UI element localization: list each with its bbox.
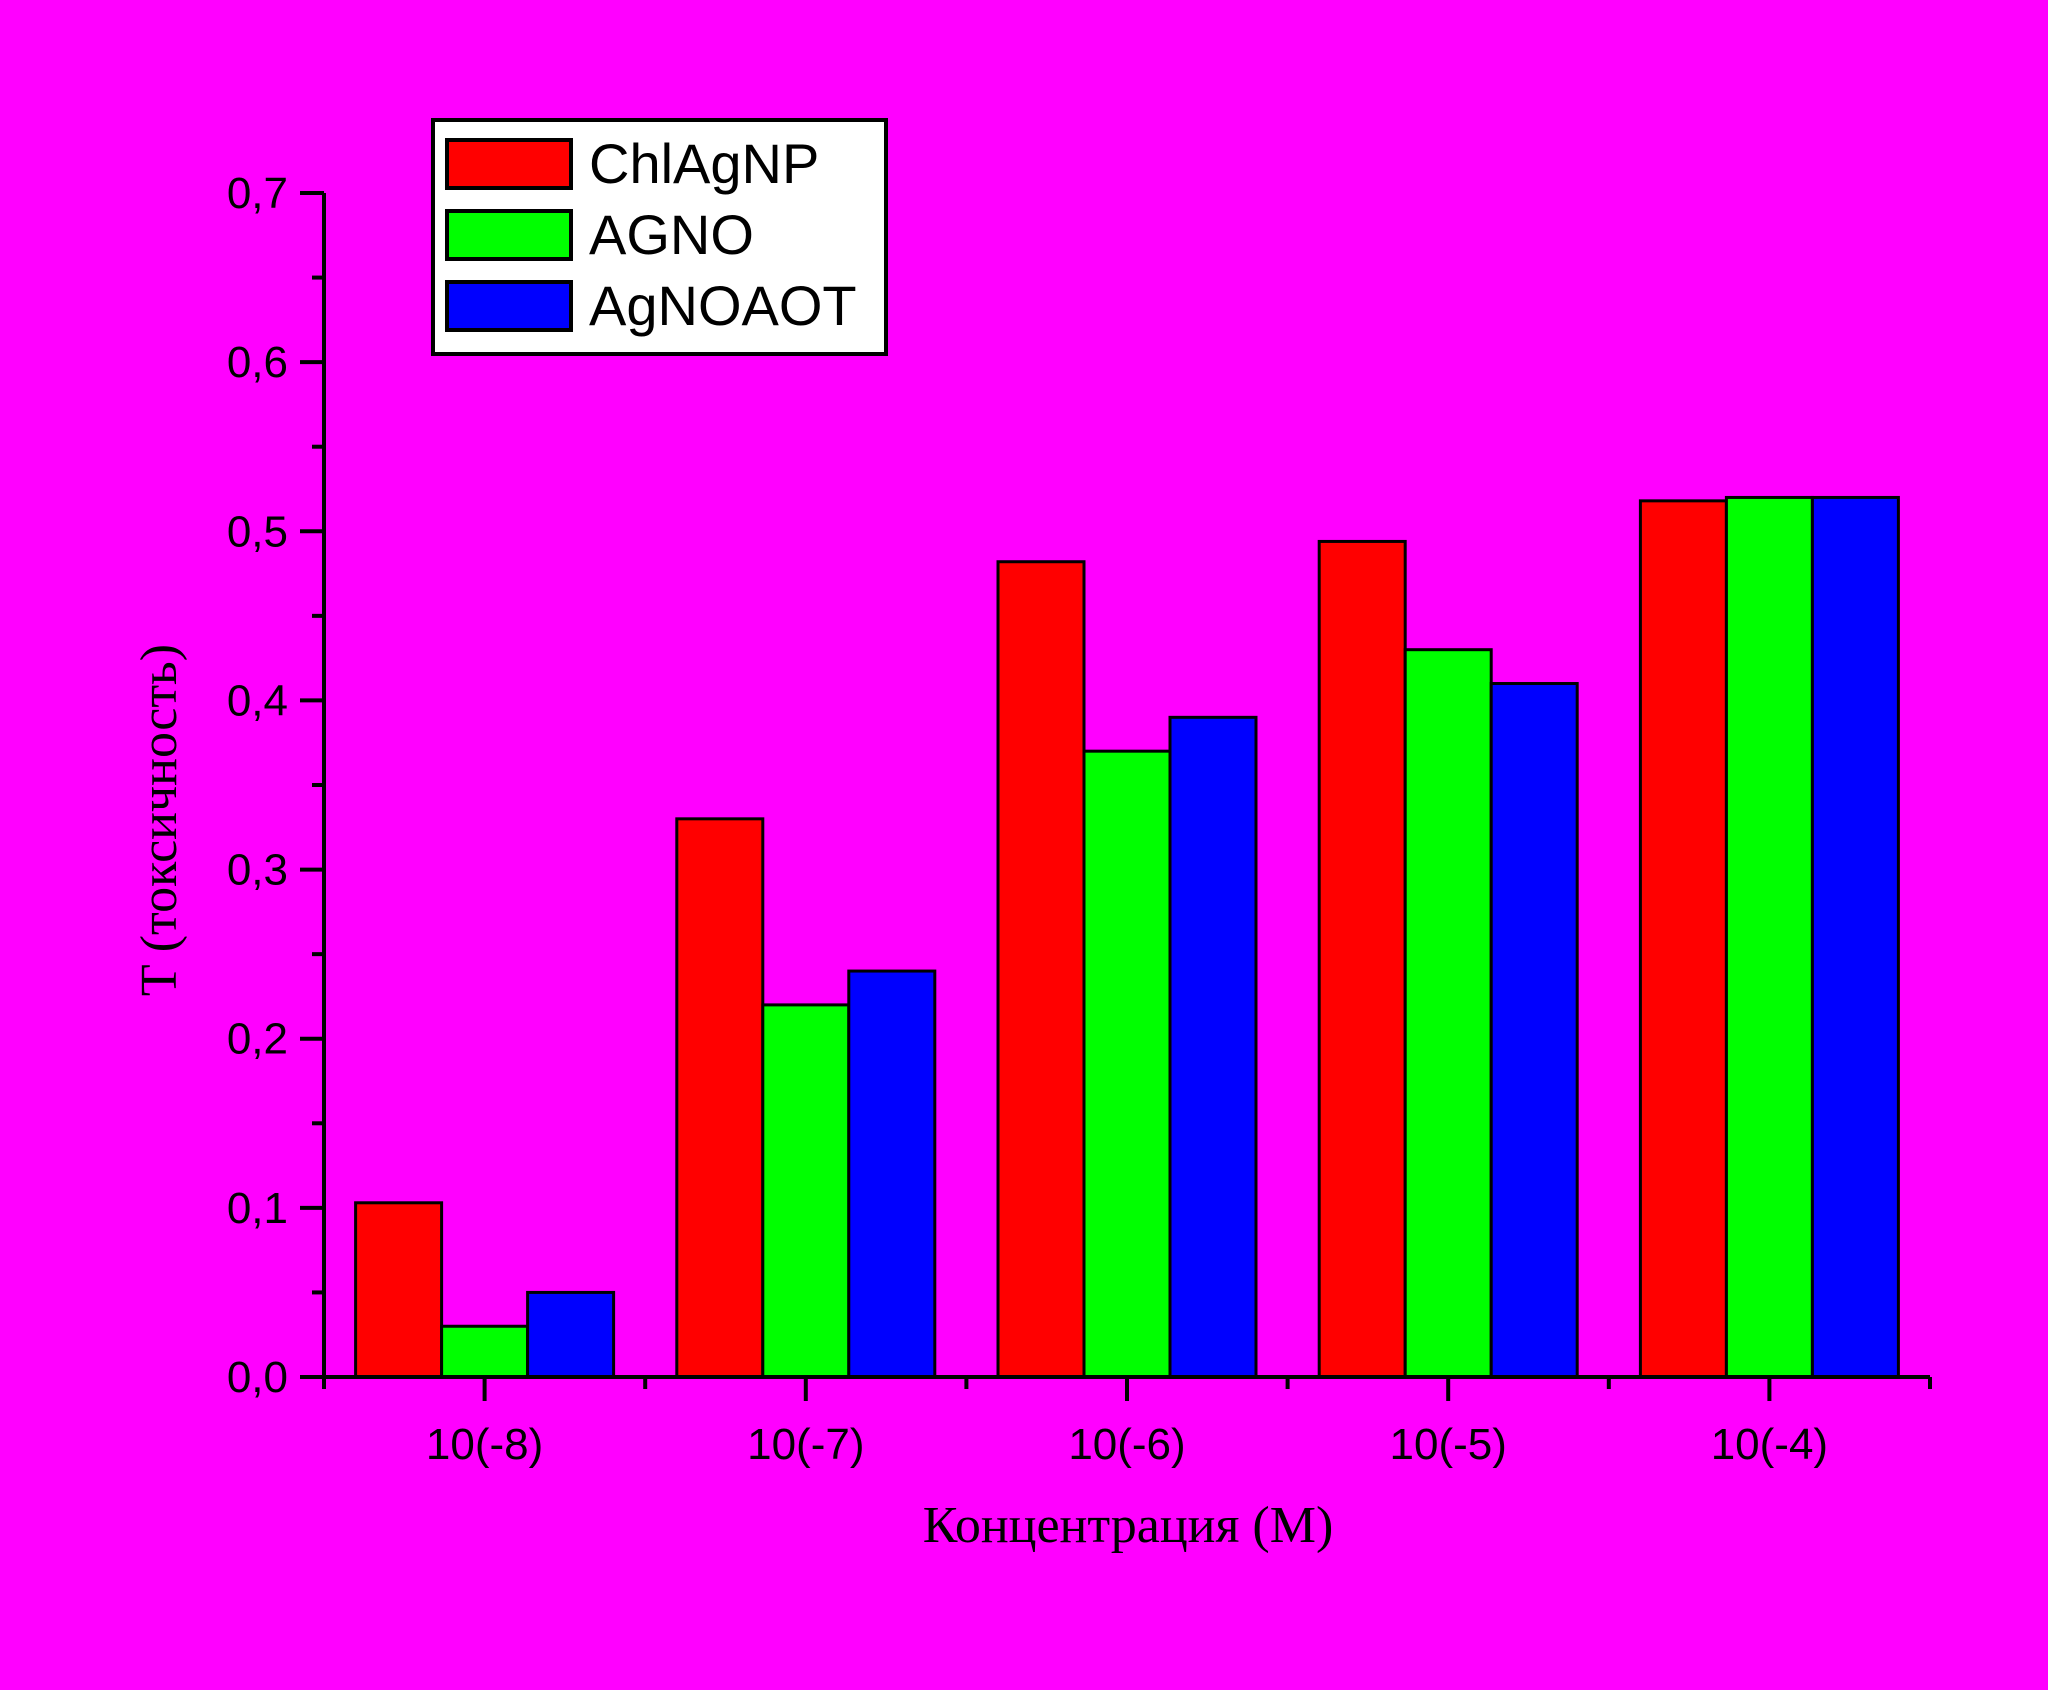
y-tick-label: 0,2: [227, 1015, 288, 1064]
bar-chlagnp-4: [1317, 539, 1407, 1379]
bars-layer: [354, 495, 1900, 1379]
bar-agnoaot-3: [1168, 715, 1258, 1379]
legend-label-agno: AGNO: [589, 203, 754, 266]
legend-swatch-agnoaot: [445, 280, 573, 332]
y-axis-title: T (токсичность): [131, 644, 188, 996]
x-axis-title: Концентрация (М): [923, 1497, 1334, 1554]
bar-agno-4: [1403, 648, 1493, 1379]
y-tick-label: 0,4: [227, 676, 288, 725]
bar-agno-5: [1724, 495, 1814, 1379]
ticks-layer: 0,0 0,1 0,2 0,3 0,4 0,5 0,6 0,7 10(-8) 10(-7) 10(-…: [227, 169, 1932, 1469]
y-tick-label: 0,3: [227, 846, 288, 895]
legend-swatch-agno: [445, 209, 573, 261]
bar-agnoaot-5: [1810, 495, 1900, 1379]
x-tick-label: 10(-7): [747, 1420, 864, 1469]
y-tick-label: 0,6: [227, 338, 288, 387]
legend: ChlAgNP AGNO AgNOAOT: [431, 118, 888, 356]
legend-label-agnoaot: AgNOAOT: [589, 274, 857, 337]
x-tick-label: 10(-8): [426, 1420, 543, 1469]
x-tick-label: 10(-4): [1711, 1420, 1828, 1469]
y-tick-label: 0,5: [227, 507, 288, 556]
x-tick-label: 10(-5): [1390, 1420, 1507, 1469]
bar-agno-1: [440, 1324, 530, 1379]
bar-chlagnp-2: [675, 817, 765, 1379]
bar-agnoaot-1: [526, 1290, 616, 1379]
legend-label-chlagnp: ChlAgNP: [589, 132, 819, 195]
bar-chlagnp-1: [354, 1201, 444, 1379]
y-tick-label: 0,0: [227, 1353, 288, 1402]
bar-agnoaot-2: [847, 969, 937, 1379]
y-tick-label: 0,7: [227, 169, 288, 218]
bar-agno-2: [761, 1003, 851, 1379]
x-tick-label: 10(-6): [1068, 1420, 1185, 1469]
bar-agnoaot-4: [1489, 682, 1579, 1379]
bar-chlagnp-3: [996, 560, 1086, 1379]
legend-swatch-chlagnp: [445, 138, 573, 190]
bar-chlagnp-5: [1638, 499, 1728, 1379]
y-tick-label: 0,1: [227, 1184, 288, 1233]
bar-agno-3: [1082, 749, 1172, 1379]
